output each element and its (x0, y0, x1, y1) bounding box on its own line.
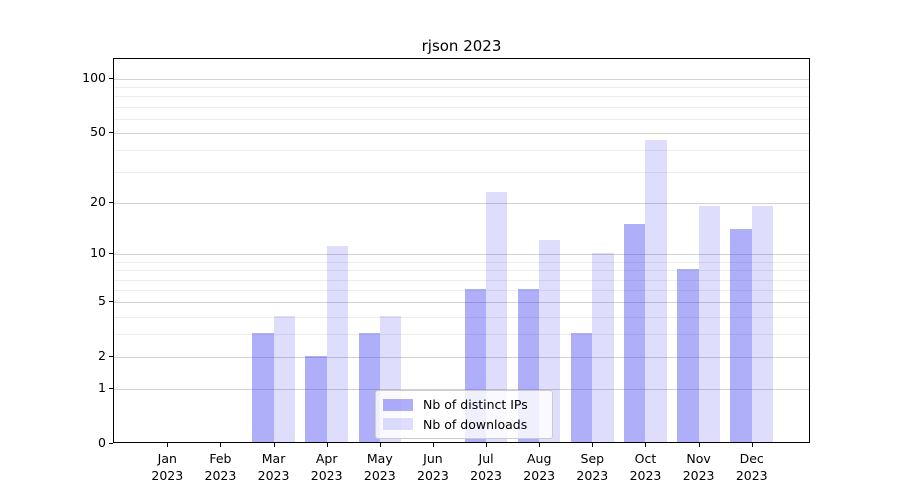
x-tick-mark (326, 443, 328, 447)
y-tick-label: 20 (90, 194, 106, 210)
bar-downloads (698, 206, 720, 442)
bar-downloads (592, 253, 614, 442)
bar-distinct-ips (677, 269, 699, 442)
legend-label-downloads: Nb of downloads (423, 416, 528, 432)
legend-swatch-distinct-ips (383, 398, 413, 411)
y-tick-mark (109, 356, 113, 358)
legend: Nb of distinct IPs Nb of downloads (375, 390, 553, 439)
bar-distinct-ips (730, 228, 752, 442)
x-tick-mark (698, 443, 700, 447)
major-gridline (114, 302, 809, 304)
bar-downloads (326, 246, 348, 442)
x-tick-mark (432, 443, 434, 447)
x-tick-mark (592, 443, 594, 447)
x-tick-label: May 2023 (363, 451, 396, 483)
bar-distinct-ips (358, 333, 380, 442)
x-tick-mark (220, 443, 222, 447)
major-gridline (114, 79, 809, 80)
x-tick-label: Oct 2023 (629, 451, 662, 483)
x-tick-label: Mar 2023 (257, 451, 290, 483)
bar-downloads (645, 140, 667, 442)
major-gridline (114, 133, 809, 135)
x-tick-mark (751, 443, 753, 447)
y-tick-mark (109, 132, 113, 134)
major-gridline (114, 203, 809, 205)
x-tick-label: Jun 2023 (417, 451, 449, 483)
minor-gridline (114, 261, 809, 263)
y-tick-mark (109, 202, 113, 204)
minor-gridline (114, 150, 809, 152)
major-gridline (114, 254, 809, 256)
x-tick-mark (273, 443, 275, 447)
y-tick-label: 1 (98, 380, 106, 396)
chart-title: rjson 2023 (421, 37, 502, 55)
y-tick-label: 5 (98, 293, 106, 309)
x-tick-mark (539, 443, 541, 447)
x-tick-label: Sep 2023 (576, 451, 609, 483)
minor-gridline (114, 96, 809, 98)
bar-downloads (273, 315, 295, 442)
x-tick-mark (486, 443, 488, 447)
bar-distinct-ips (571, 333, 593, 442)
y-tick-label: 2 (98, 348, 106, 364)
minor-gridline (114, 172, 809, 174)
y-tick-label: 0 (98, 435, 106, 450)
bar-distinct-ips (305, 356, 327, 442)
x-tick-mark (645, 443, 647, 447)
x-tick-label: Aug 2023 (523, 451, 556, 483)
minor-gridline (114, 334, 809, 336)
legend-label-distinct-ips: Nb of distinct IPs (423, 397, 528, 413)
y-tick-mark (109, 388, 113, 390)
x-tick-mark (379, 443, 381, 447)
y-tick-mark (109, 78, 113, 79)
minor-gridline (114, 118, 809, 120)
x-tick-label: Feb 2023 (204, 451, 237, 483)
y-tick-label: 100 (82, 70, 106, 85)
legend-swatch-downloads (383, 418, 413, 431)
x-tick-label: Nov 2023 (682, 451, 715, 483)
legend-item-downloads: Nb of downloads (383, 417, 545, 432)
bar-downloads (486, 191, 508, 442)
y-tick-mark (109, 443, 113, 444)
minor-gridline (114, 87, 809, 89)
y-tick-label: 50 (90, 124, 106, 140)
minor-gridline (114, 270, 809, 272)
bar-distinct-ips (252, 333, 274, 442)
y-tick-mark (109, 301, 113, 303)
x-tick-label: Apr 2023 (310, 451, 343, 483)
y-tick-mark (109, 253, 113, 255)
x-tick-label: Jan 2023 (151, 451, 184, 483)
x-tick-mark (167, 443, 169, 447)
major-gridline (114, 389, 809, 391)
x-tick-label: Jul 2023 (470, 451, 502, 483)
minor-gridline (114, 290, 809, 292)
minor-gridline (114, 279, 809, 281)
y-tick-label: 10 (90, 245, 106, 261)
plot-area (113, 58, 810, 443)
bar-downloads (751, 206, 773, 442)
legend-item-distinct-ips: Nb of distinct IPs (383, 397, 545, 412)
x-tick-label: Dec 2023 (735, 451, 768, 483)
major-gridline (114, 357, 809, 359)
minor-gridline (114, 316, 809, 318)
minor-gridline (114, 106, 809, 108)
bar-distinct-ips (624, 223, 646, 442)
